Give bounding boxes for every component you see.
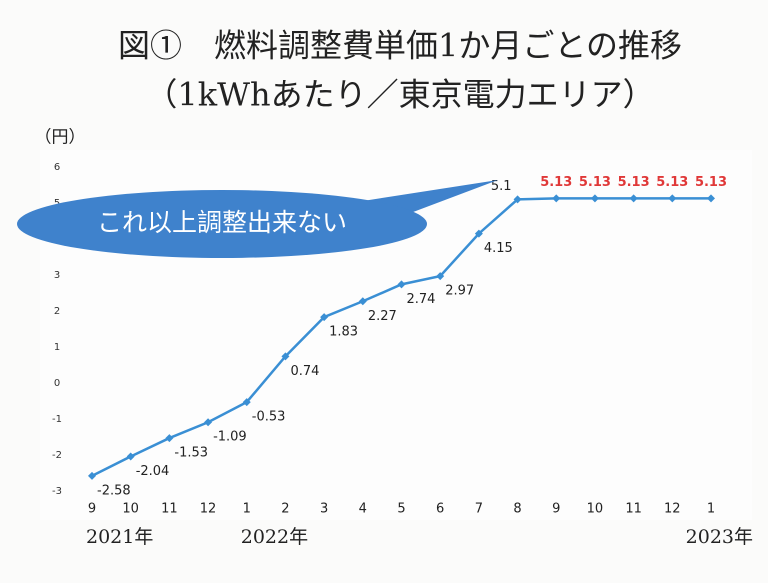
value-label: 4.15 — [484, 241, 513, 256]
x-tick-label: 5 — [397, 502, 405, 517]
year-label: 2022年 — [241, 526, 308, 548]
y-tick-label: -2 — [52, 450, 62, 461]
value-label: -1.09 — [213, 430, 247, 445]
data-point — [88, 471, 96, 480]
x-tick-label: 2 — [281, 502, 289, 517]
x-tick-label: 6 — [436, 502, 444, 517]
chart-title: 図① 燃料調整費単価1か月ごとの推移 — [118, 27, 682, 65]
value-label: -1.53 — [174, 446, 208, 461]
data-point — [242, 398, 251, 407]
data-point — [590, 194, 599, 203]
value-label: 5.13 — [579, 175, 611, 190]
value-label: 5.13 — [695, 175, 727, 190]
annotation-text: これ以上調整出来ない — [97, 208, 347, 237]
y-tick-label: 3 — [54, 270, 60, 281]
x-tick-label: 11 — [161, 502, 178, 517]
data-point — [397, 280, 406, 289]
x-tick-label: 7 — [475, 502, 483, 517]
value-label: 5.1 — [491, 179, 512, 194]
x-tick-label: 10 — [122, 502, 139, 517]
y-tick-label: 0 — [54, 378, 60, 389]
y-tick-label: -1 — [52, 414, 62, 425]
data-point — [320, 313, 329, 322]
callout-bubble — [17, 190, 427, 258]
year-label: 2021年 — [86, 526, 153, 548]
value-label: 5.13 — [540, 175, 572, 190]
value-label: -0.53 — [252, 410, 286, 425]
x-tick-label: 12 — [664, 502, 681, 517]
y-axis-label: （円） — [35, 128, 86, 148]
data-point — [126, 452, 135, 461]
data-point — [436, 272, 445, 281]
y-tick-label: -3 — [52, 486, 62, 497]
y-tick-label: 2 — [54, 306, 60, 317]
data-point — [474, 229, 483, 238]
value-label: -2.58 — [97, 483, 131, 498]
value-label: 1.83 — [329, 325, 358, 340]
x-tick-label: 1 — [707, 502, 715, 517]
x-tick-label: 4 — [359, 502, 367, 517]
chart-subtitle: （1kWhあたり／東京電力エリア） — [145, 76, 654, 114]
value-label: 0.74 — [290, 364, 319, 379]
value-label: 2.27 — [368, 309, 397, 324]
x-tick-label: 12 — [200, 502, 217, 517]
x-tick-label: 10 — [587, 502, 604, 517]
data-point — [358, 297, 367, 306]
x-tick-label: 1 — [243, 502, 251, 517]
year-label: 2023年 — [686, 526, 753, 548]
y-tick-label: 1 — [54, 342, 60, 353]
value-label: -2.04 — [136, 464, 170, 479]
value-label: 2.97 — [445, 284, 474, 299]
data-point — [668, 194, 677, 203]
data-point — [629, 194, 638, 203]
value-label: 2.74 — [407, 292, 436, 307]
x-tick-label: 9 — [552, 502, 560, 517]
value-label: 5.13 — [656, 175, 688, 190]
data-point — [281, 352, 290, 361]
value-label: 5.13 — [618, 175, 650, 190]
data-point — [707, 194, 715, 203]
y-tick-label: 5 — [54, 198, 60, 209]
data-point — [165, 434, 174, 443]
x-tick-label: 3 — [320, 502, 328, 517]
y-tick-label: 6 — [54, 162, 60, 173]
x-tick-label: 11 — [625, 502, 642, 517]
x-tick-label: 9 — [88, 502, 96, 517]
data-point — [513, 195, 522, 204]
annotation-callout: これ以上調整出来ない — [17, 180, 498, 258]
data-point — [552, 194, 561, 203]
data-point — [204, 418, 213, 427]
x-tick-label: 8 — [513, 502, 521, 517]
